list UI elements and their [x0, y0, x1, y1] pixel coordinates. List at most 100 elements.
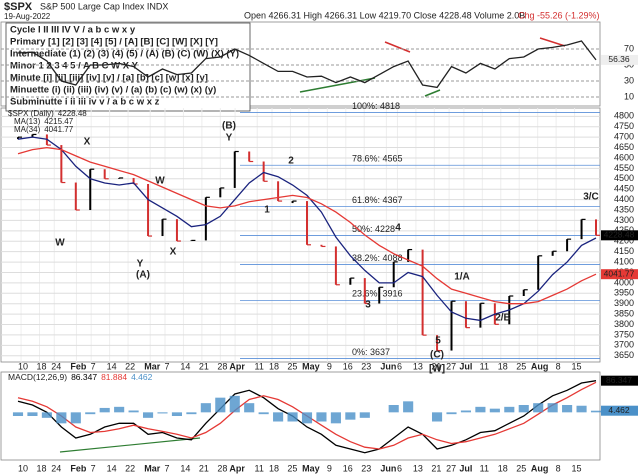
histogram-bar [316, 412, 327, 422]
end-label: 56.36 [608, 54, 630, 64]
x-tick-label: 11 [255, 361, 264, 371]
x-tick-label: 11 [480, 361, 489, 371]
x-tick-label: 7 [91, 361, 96, 371]
price-bar [89, 168, 95, 211]
y-tick-label: 4700 [614, 132, 634, 142]
legend-name: MACD(12,26,9) [8, 372, 67, 382]
histogram-bar [244, 403, 255, 413]
histogram-bar [99, 407, 110, 413]
y-tick-label: 4650 [614, 142, 634, 152]
histogram-bar [489, 408, 500, 413]
wave-label: 1 [264, 205, 270, 216]
series-legend: $SPX (Daily) 4228.48 [8, 109, 87, 118]
series-legend: MA(13) 4215.47 [14, 117, 74, 126]
histogram-bar [345, 412, 356, 420]
x-tick-label: 24 [51, 361, 61, 371]
x-tick-label: Feb [70, 463, 87, 473]
histogram-bar [128, 410, 139, 413]
wave-label: X [170, 247, 177, 258]
wave-label: Y [137, 259, 144, 270]
x-tick-label: 14 [107, 361, 117, 371]
price-bar [277, 181, 283, 202]
x-tick-label: 14 [180, 463, 190, 473]
price-bar [262, 161, 268, 182]
price-bar [421, 249, 427, 336]
price-bar [522, 289, 528, 297]
x-tick-label: 9 [327, 361, 332, 371]
x-tick-label: 13 [413, 361, 423, 371]
price-bar [233, 150, 239, 188]
divergence-line [539, 37, 566, 47]
quote: Open 4266.31 High 4266.31 Low 4219.70 Cl… [244, 10, 525, 20]
x-tick-label: 25 [516, 361, 526, 371]
wave-label: 4 [395, 223, 401, 234]
x-tick-label: Mar [144, 463, 161, 473]
x-tick-label: 18 [269, 463, 279, 473]
histogram-bar [273, 412, 284, 422]
x-tick-label: 18 [498, 463, 508, 473]
y-tick-label: 3700 [614, 340, 634, 350]
legend-value: 4228.48 [58, 109, 87, 118]
x-tick-label: 8 [556, 463, 561, 473]
y-tick-label: 4200 [614, 236, 634, 246]
x-tick-label: 10 [18, 463, 28, 473]
end-box [601, 54, 638, 65]
price-bar [248, 151, 254, 163]
x-tick-label: 27 [446, 463, 456, 473]
x-tick-label: Aug [531, 463, 549, 473]
series-legend: MA(34) 4041.77 [14, 125, 74, 134]
histogram-bar [533, 403, 544, 413]
price-bar [147, 183, 153, 237]
x-tick-label: 18 [37, 463, 47, 473]
legend-row: Minuette (i) (ii) (iii) (iv) (v) / (a) (… [10, 85, 216, 96]
x-tick-label: Jul [459, 361, 472, 371]
price-bar [190, 239, 196, 242]
divergence-line [424, 89, 441, 97]
y-tick-label: 4800 [614, 111, 634, 121]
price-bar [320, 244, 326, 248]
x-tick-label: 7 [164, 463, 169, 473]
histogram-bar [287, 412, 298, 422]
y-tick-label: 4750 [614, 121, 634, 131]
x-tick-label: Apr [229, 361, 245, 371]
series-line [17, 380, 597, 454]
legend-name: MA(34) [14, 125, 41, 134]
histogram-bar [446, 412, 457, 415]
y-tick-label: 3750 [614, 329, 634, 339]
histogram-bar [215, 397, 226, 413]
x-tick-label: 16 [343, 361, 353, 371]
histogram-bar [229, 395, 240, 413]
price-bar [74, 182, 80, 211]
x-tick-label: 18 [498, 361, 508, 371]
histogram-bar [70, 412, 81, 424]
wave-label: W [55, 238, 65, 249]
histogram-bar [114, 406, 125, 413]
y-tick-label: 10 [624, 91, 634, 101]
end-label: 4228.48 [604, 230, 635, 240]
x-tick-label: 25 [516, 463, 526, 473]
x-tick-label: Apr [229, 463, 245, 473]
x-tick-label: 18 [269, 361, 279, 371]
symbol: $SPX [4, 1, 33, 13]
x-tick-label: Jul [459, 463, 472, 473]
y-tick-label: 3850 [614, 308, 634, 318]
x-tick-label: 22 [125, 463, 135, 473]
wave-label: 3 [365, 300, 371, 311]
legend-row: Minute [i] [ii] [iii] [iv] [v] / [a] [b]… [10, 73, 208, 84]
x-tick-label: Jun [380, 361, 396, 371]
x-tick-label: 21 [199, 361, 209, 371]
fib-label: 38.2%: 4088 [352, 253, 403, 263]
histogram-bar [157, 412, 168, 414]
price-bar [450, 300, 456, 351]
fib-label: 100%: 4818 [352, 101, 400, 111]
histogram-bar [431, 412, 443, 422]
x-tick-label: 6 [397, 361, 402, 371]
macd-legend: MACD(12,26,9) 86.347 81.884 4.462 [8, 372, 153, 382]
price-bar [60, 145, 66, 184]
x-tick-label: 21 [199, 463, 209, 473]
price-bar [161, 218, 167, 237]
histogram-bar [171, 412, 183, 416]
wave-label: 5 [435, 336, 441, 347]
y-tick-label: 4600 [614, 152, 634, 162]
